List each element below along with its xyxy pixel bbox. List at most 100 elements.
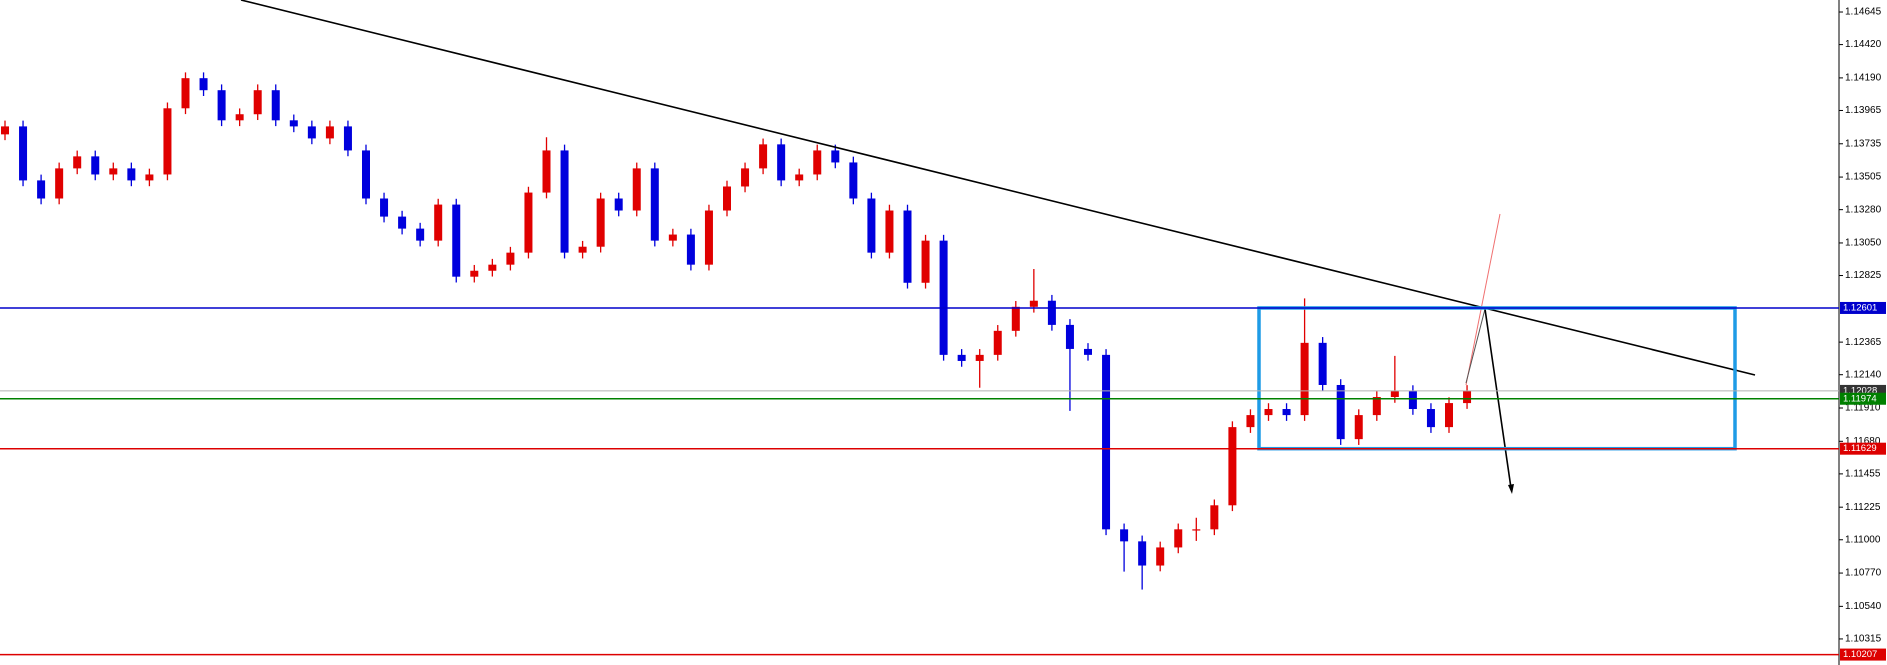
candle-body	[723, 186, 731, 211]
candle-body	[614, 198, 623, 211]
candle-body	[73, 156, 82, 169]
candle-body	[1300, 342, 1309, 416]
y-tick-label: 1.12140	[1845, 369, 1882, 380]
level-label: 1.10207	[1843, 649, 1877, 660]
candle-body	[542, 150, 551, 193]
candle-body	[578, 246, 587, 253]
candle-body	[1210, 505, 1219, 530]
arrow-head	[1508, 484, 1514, 494]
y-tick-label: 1.13050	[1845, 238, 1882, 249]
candle-body	[560, 150, 569, 253]
projection-up	[1465, 213, 1501, 386]
range-box	[1257, 306, 1737, 451]
candle-body	[1228, 427, 1237, 506]
candle-body	[993, 330, 1002, 355]
candle-body	[831, 150, 840, 163]
candle-body	[1065, 324, 1074, 349]
level-label: 1.12028	[1843, 385, 1877, 396]
y-tick-label: 1.13965	[1845, 105, 1882, 116]
candle-body	[434, 204, 443, 241]
level-label-bg	[1840, 301, 1886, 314]
candle-body	[1, 126, 9, 135]
candle-body	[109, 168, 118, 175]
candle-body	[488, 264, 497, 271]
y-tick-label: 1.11910	[1845, 403, 1881, 414]
candle-body	[957, 354, 966, 361]
level-label: 1.11974	[1843, 393, 1877, 404]
level-label: 1.11629	[1843, 443, 1877, 454]
candle-body	[1174, 529, 1183, 548]
candle-body	[650, 168, 659, 241]
candle-body	[795, 174, 804, 181]
y-tick-label: 1.13735	[1845, 138, 1882, 149]
candle-body	[307, 126, 316, 139]
candle-body	[849, 162, 858, 199]
candle-body	[1192, 529, 1201, 531]
candle-body	[416, 228, 425, 241]
candle-body	[921, 240, 930, 283]
y-tick-label: 1.11680	[1845, 436, 1881, 447]
y-tick-label: 1.11000	[1845, 534, 1881, 545]
candle-body	[524, 192, 533, 253]
candle-body	[1282, 409, 1291, 416]
candle-body	[163, 108, 172, 175]
y-tick-label: 1.14645	[1845, 7, 1882, 18]
level-label-bg	[1840, 392, 1886, 405]
candle-body	[867, 198, 876, 253]
candle-body	[470, 270, 479, 277]
candle-body	[1318, 342, 1327, 385]
candle-body	[452, 204, 461, 277]
candle-body	[127, 168, 136, 181]
candle-body	[885, 210, 894, 253]
candle-body	[271, 90, 280, 121]
candle-body	[1011, 306, 1020, 331]
candle-body	[181, 78, 190, 109]
candle-body	[1336, 384, 1345, 440]
candle-body	[686, 234, 695, 265]
candle-body	[777, 144, 786, 181]
trend-line	[240, 0, 1756, 376]
candle-body	[1246, 415, 1255, 428]
candle-body	[199, 78, 208, 91]
candle-body	[741, 168, 750, 187]
projection-path	[1465, 308, 1486, 384]
candle-body	[939, 240, 948, 355]
y-tick-label: 1.12365	[1845, 337, 1882, 348]
candle-body	[1102, 354, 1111, 530]
y-tick-label: 1.14420	[1845, 39, 1882, 50]
candle-body	[19, 126, 28, 181]
candle-body	[1372, 397, 1381, 416]
candle-body	[1463, 390, 1472, 404]
candle-body	[1138, 541, 1147, 566]
candle-body	[759, 144, 768, 169]
y-tick-label: 1.13280	[1845, 204, 1882, 215]
candle-body	[596, 198, 605, 247]
plot-area	[1, 72, 1472, 590]
candle-body	[632, 168, 641, 211]
candle-body	[1156, 547, 1165, 566]
candle-body	[1408, 391, 1417, 410]
candle-body	[325, 126, 334, 139]
candle-body	[1426, 409, 1435, 428]
candle-body	[37, 180, 46, 199]
candle-body	[91, 156, 100, 175]
candle-body	[1029, 300, 1038, 307]
candle-body	[55, 168, 64, 199]
y-tick-label: 1.12825	[1845, 270, 1882, 281]
candle-body	[903, 210, 912, 283]
candle-body	[1084, 348, 1092, 355]
candle-body	[813, 150, 822, 175]
candle-body	[217, 90, 226, 121]
y-tick-label: 1.11225	[1845, 502, 1881, 513]
level-label: 1.12601	[1843, 302, 1877, 313]
y-tick-label: 1.11455	[1845, 469, 1881, 480]
candle-body	[398, 216, 407, 229]
candle-body	[506, 252, 515, 265]
candle-body	[1445, 403, 1453, 428]
candle-body	[289, 120, 298, 127]
candle-body	[362, 150, 370, 199]
candle-body	[975, 354, 984, 361]
y-tick-label: 1.14190	[1845, 73, 1882, 84]
